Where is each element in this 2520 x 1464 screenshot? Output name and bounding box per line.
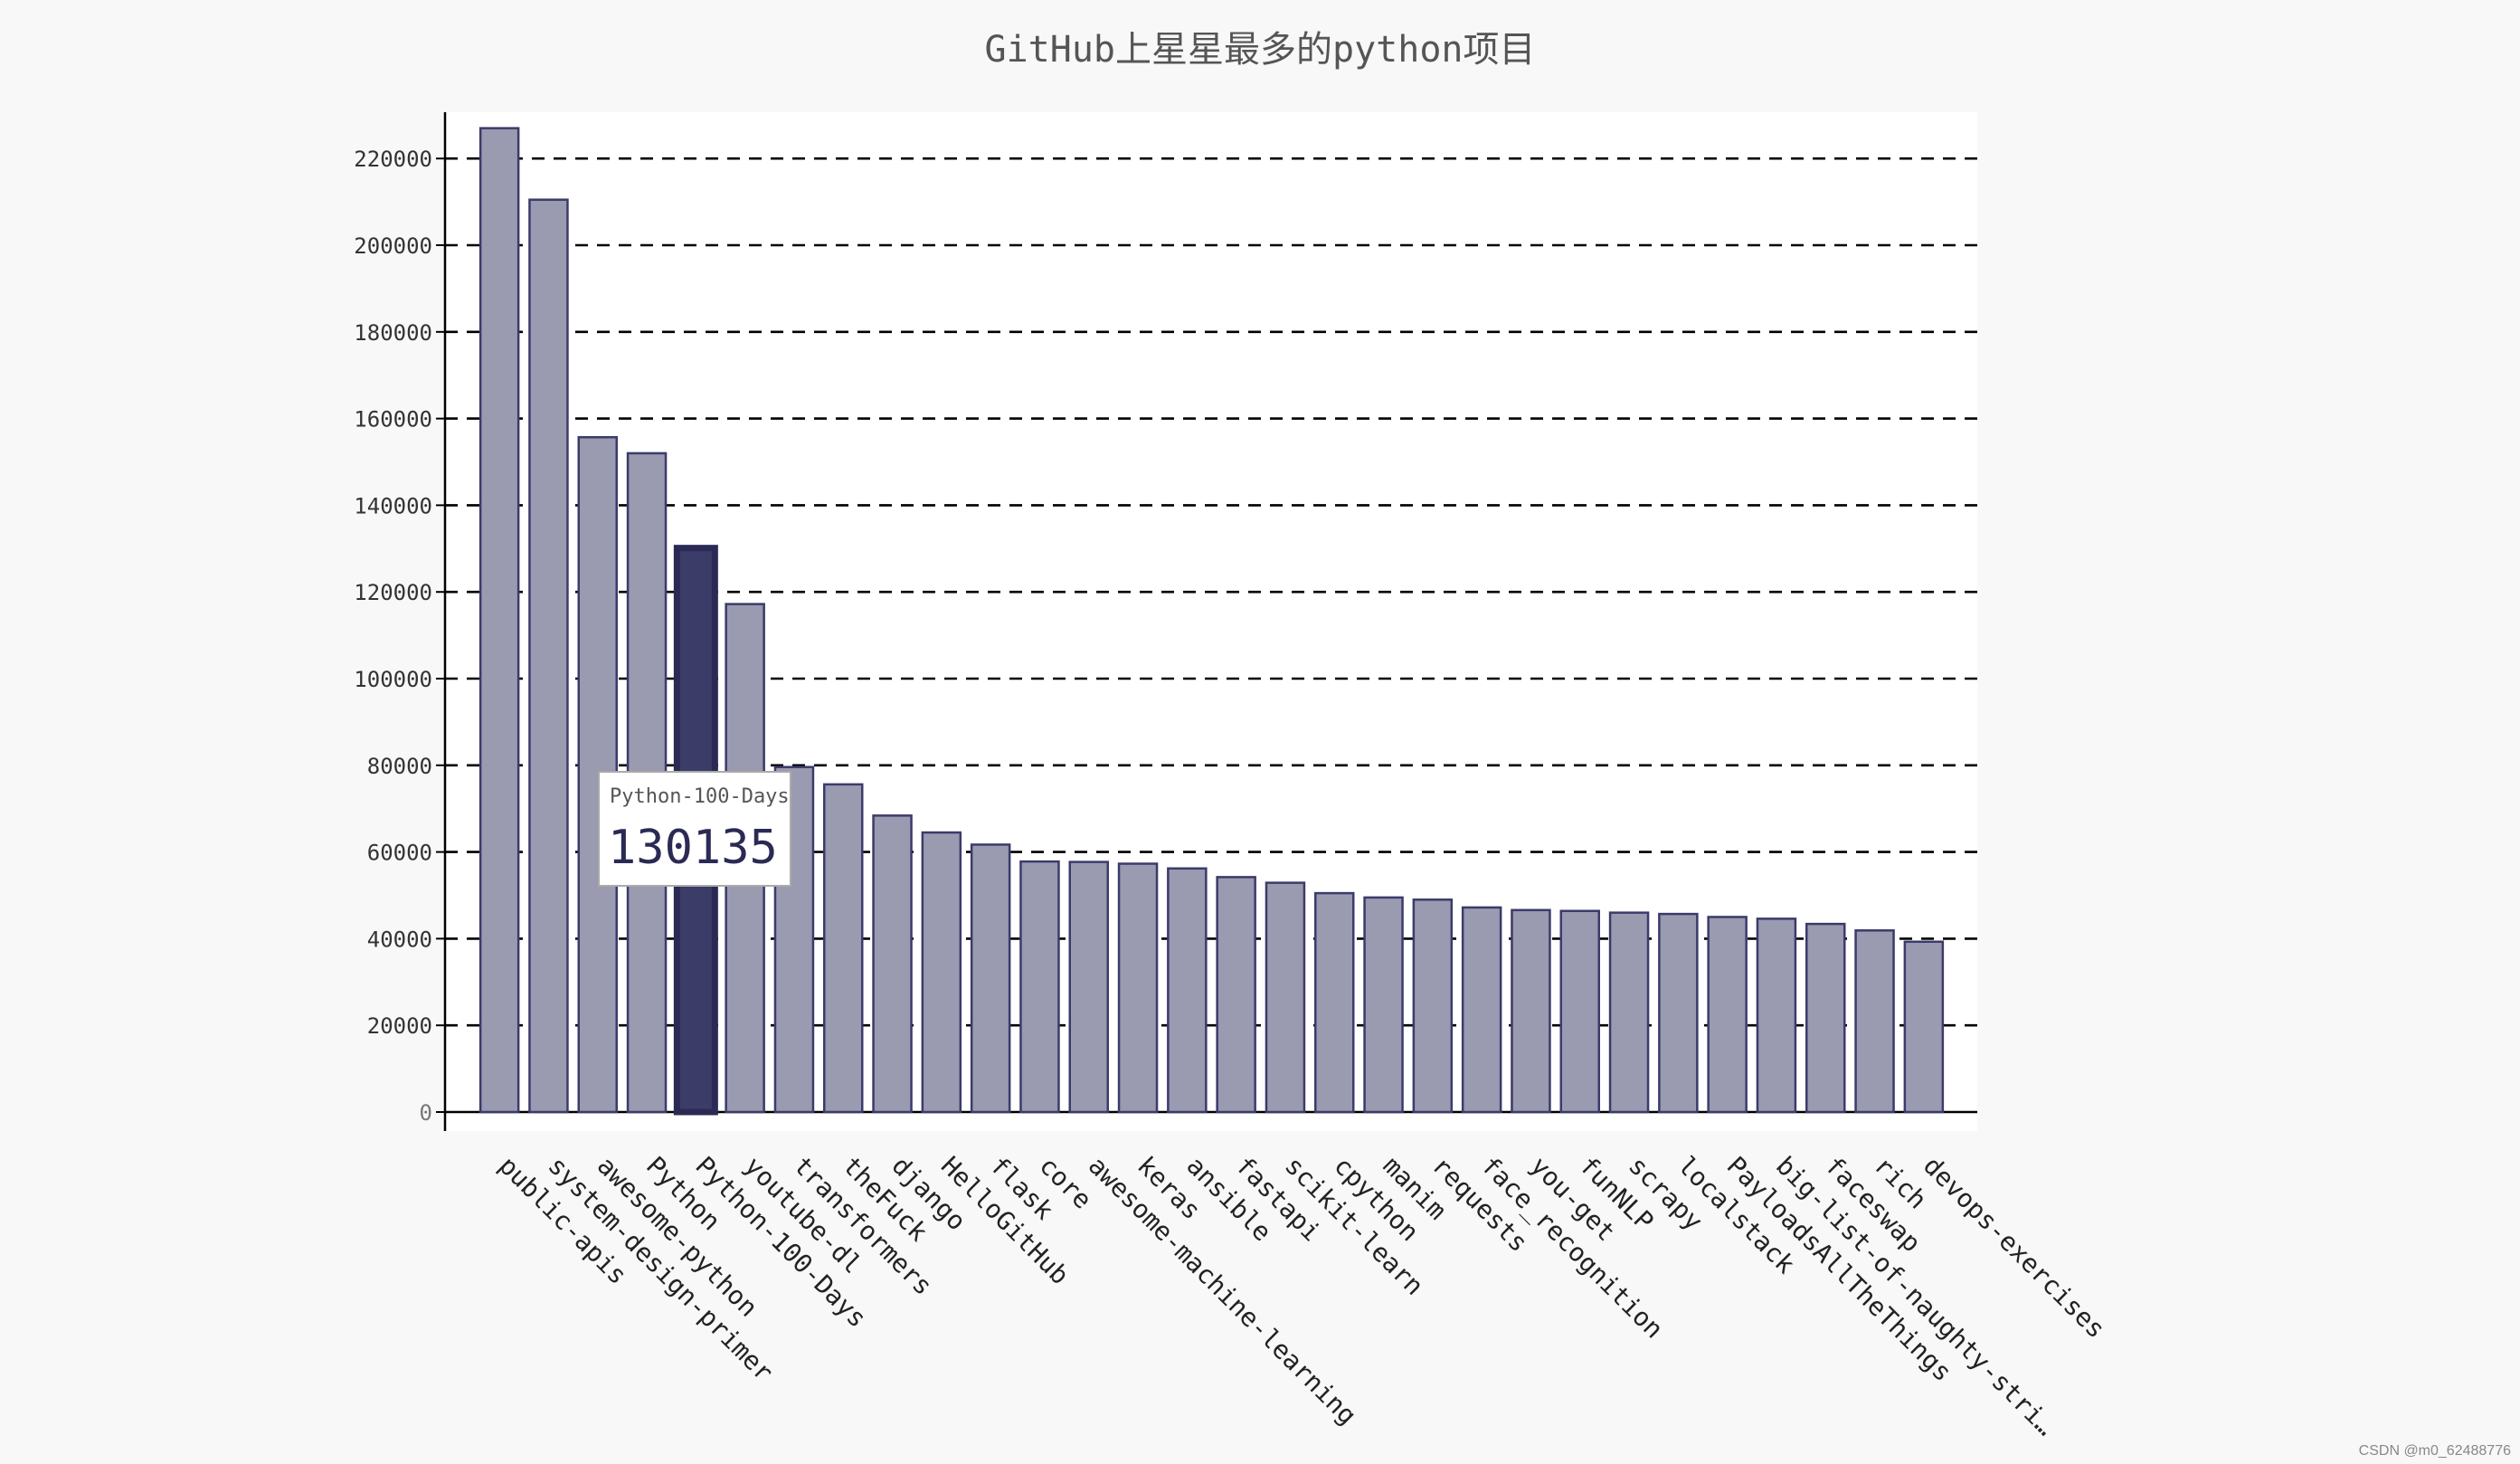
bar-requests[interactable] [1412,898,1454,1114]
bar-rich[interactable] [1854,929,1895,1114]
grid-lines [445,157,1977,1027]
bar-scikit-learn[interactable] [1265,881,1306,1114]
bar-flask[interactable] [970,843,1011,1114]
y-tick-label: 0 [420,1100,432,1126]
y-tick-label: 40000 [367,927,432,952]
y-axis-ticks: 0 20000 40000 60000 80000 100000 120000 140000 1… [354,147,445,1126]
bar-ansible[interactable] [1167,867,1208,1114]
tooltip-label: Python-100-Days [610,785,790,808]
bars [478,127,1945,1116]
y-tick-label: 160000 [354,407,432,433]
y-tick-label: 140000 [354,493,432,518]
bar-django[interactable] [872,814,913,1114]
tooltip-box [598,771,791,887]
bar-big-list-of-naughty-stri-[interactable] [1756,917,1797,1114]
bar-awesome-python[interactable] [577,435,618,1114]
bar-localstack[interactable] [1658,912,1699,1114]
bar-keras[interactable] [1117,862,1159,1114]
y-tick-label: 60000 [367,841,432,866]
bar-manim[interactable] [1363,896,1404,1114]
tooltip: Python-100-Days 130135 [598,771,791,887]
bar-core[interactable] [1019,860,1060,1114]
bar-scrapy[interactable] [1608,911,1650,1114]
y-tick-label: 20000 [367,1013,432,1039]
chart-title: GitHub上星星最多的python项目 [985,29,1536,71]
bar-system-design-primer[interactable] [528,198,569,1114]
bar-you-get[interactable] [1511,908,1551,1114]
bar-fastapi[interactable] [1216,876,1256,1114]
tooltip-value: 130135 [608,821,778,875]
bar-thefuck[interactable] [823,783,864,1114]
y-tick-label: 180000 [354,320,432,346]
bar-face-recognition[interactable] [1461,906,1502,1114]
bar-public-apis[interactable] [478,127,520,1114]
bar-devops-exercises[interactable] [1903,940,1945,1114]
bar-faceswap[interactable] [1805,922,1846,1114]
bar-funnlp[interactable] [1559,909,1600,1114]
y-tick-label: 100000 [354,667,432,692]
y-tick-label: 80000 [367,754,432,779]
x-axis-ticks: public-apissystem-design-primerawesome-p… [493,1151,2111,1441]
y-tick-label: 200000 [354,233,432,259]
watermark: CSDN @m0_62488776 [2359,1443,2511,1459]
bar-awesome-machine-learning[interactable] [1068,860,1109,1114]
y-tick-label: 120000 [354,580,432,605]
bar-hellogithub[interactable] [921,831,962,1114]
y-tick-label: 220000 [354,147,432,172]
bar-cpython[interactable] [1314,891,1355,1114]
bar-payloadsallthethings[interactable] [1707,916,1748,1114]
